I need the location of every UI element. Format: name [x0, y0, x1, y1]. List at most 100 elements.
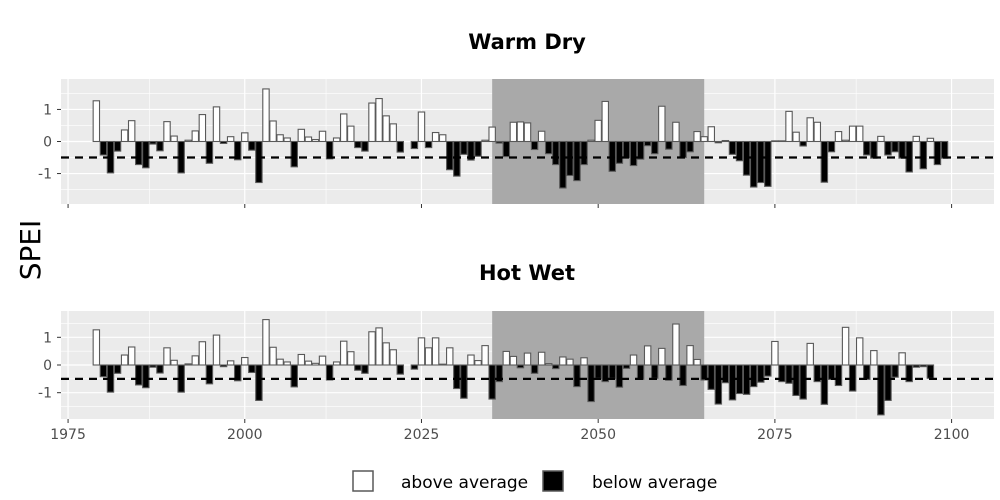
bar-below-average [453, 364, 461, 390]
bar-below-average [764, 140, 772, 187]
bar-below-average [495, 364, 503, 383]
bar-above-average [170, 135, 178, 143]
legend-key-above [352, 470, 374, 492]
bar-below-average [552, 140, 560, 166]
legend-label-below: below average [592, 473, 717, 493]
bar-above-average [297, 353, 306, 366]
bar-below-average [650, 140, 659, 155]
bar-above-average [601, 100, 609, 143]
bar-above-average [700, 136, 708, 143]
bar-above-average [276, 134, 284, 143]
bar-below-average [615, 364, 624, 388]
bar-below-average [573, 140, 581, 182]
bar-below-average [502, 140, 511, 158]
bar-above-average [198, 114, 207, 143]
bar-above-average [672, 121, 680, 143]
bar-above-average [481, 345, 489, 366]
bar-below-average [290, 140, 298, 168]
bar-above-average [446, 347, 454, 366]
bar-below-average [325, 364, 334, 381]
bar-above-average [339, 113, 348, 143]
bar-below-average [290, 364, 298, 388]
bar-above-average [523, 352, 532, 366]
bar-above-average [594, 119, 602, 143]
bar-above-average [488, 126, 496, 143]
y-tick-label: -1 [38, 167, 52, 183]
bar-below-average [587, 364, 595, 403]
bar-below-average [460, 364, 468, 399]
bar-below-average [248, 364, 256, 374]
bar-above-average [191, 130, 200, 143]
bar-above-average [276, 358, 284, 366]
bar-above-average [347, 125, 355, 143]
x-tick-label: 2025 [404, 427, 440, 443]
bar-below-average [721, 364, 730, 384]
bar-above-average [587, 139, 595, 143]
bar-below-average [891, 140, 899, 153]
bar-below-average [99, 140, 108, 156]
panel-title-warm-dry: Warm Dry [468, 30, 586, 54]
bar-below-average [410, 140, 419, 150]
x-tick-label: 1975 [50, 427, 86, 443]
bar-above-average [537, 130, 546, 143]
bar-above-average [120, 129, 129, 143]
x-tick-label: 2075 [757, 427, 793, 443]
bar-below-average [219, 140, 228, 144]
bar-above-average [877, 135, 885, 143]
bar-above-average [127, 346, 136, 366]
bar-below-average [559, 140, 567, 189]
x-tick-label: 2100 [934, 427, 970, 443]
bar-below-average [884, 140, 892, 156]
bar-above-average [92, 329, 101, 366]
bar-below-average [764, 364, 772, 377]
y-tick-label: 1 [43, 102, 52, 118]
bar-above-average [368, 331, 376, 366]
legend: above average below average [352, 470, 717, 493]
bar-above-average [297, 128, 306, 143]
bar-below-average [629, 140, 638, 167]
bar-above-average [580, 357, 588, 366]
bar-below-average [361, 364, 369, 374]
bar-below-average [410, 364, 419, 370]
bar-below-average [940, 140, 949, 159]
x-tick-label: 2050 [580, 427, 616, 443]
bar-below-average [495, 140, 503, 144]
bar-above-average [686, 345, 694, 366]
y-axis-label: SPEI [14, 220, 47, 281]
bar-below-average [636, 140, 645, 160]
bar-below-average [233, 364, 242, 382]
bar-below-average [820, 140, 829, 183]
bar-above-average [184, 363, 192, 366]
y-tick-label: 0 [43, 135, 52, 151]
bar-below-average [707, 364, 716, 390]
bar-below-average [354, 364, 362, 371]
bar-below-average [622, 140, 631, 159]
bar-below-average [99, 364, 108, 378]
bar-below-average [728, 140, 737, 155]
x-tick-label: 2000 [227, 427, 263, 443]
bar-above-average [332, 361, 341, 366]
bar-above-average [658, 105, 666, 143]
bar-above-average [283, 361, 291, 366]
bar-below-average [396, 140, 405, 153]
bar-below-average [643, 140, 652, 147]
bar-above-average [855, 337, 864, 366]
bar-below-average [792, 364, 800, 397]
bar-below-average [396, 364, 405, 375]
bar-above-average [269, 346, 277, 366]
bar-below-average [665, 364, 673, 381]
bar-below-average [248, 140, 256, 151]
y-tick-label: 1 [43, 330, 52, 346]
bar-above-average [544, 363, 553, 366]
bar-below-average [149, 140, 157, 145]
bar-above-average [693, 131, 701, 143]
bar-below-average [679, 364, 687, 387]
bar-below-average [608, 364, 617, 379]
bar-below-average [877, 364, 885, 416]
bar-below-average [467, 140, 475, 161]
bar-below-average [453, 140, 461, 177]
bar-below-average [728, 364, 737, 401]
panel-hot-wet: Hot Wet 1 0 -1 [38, 261, 994, 423]
bar-below-average [354, 140, 362, 149]
